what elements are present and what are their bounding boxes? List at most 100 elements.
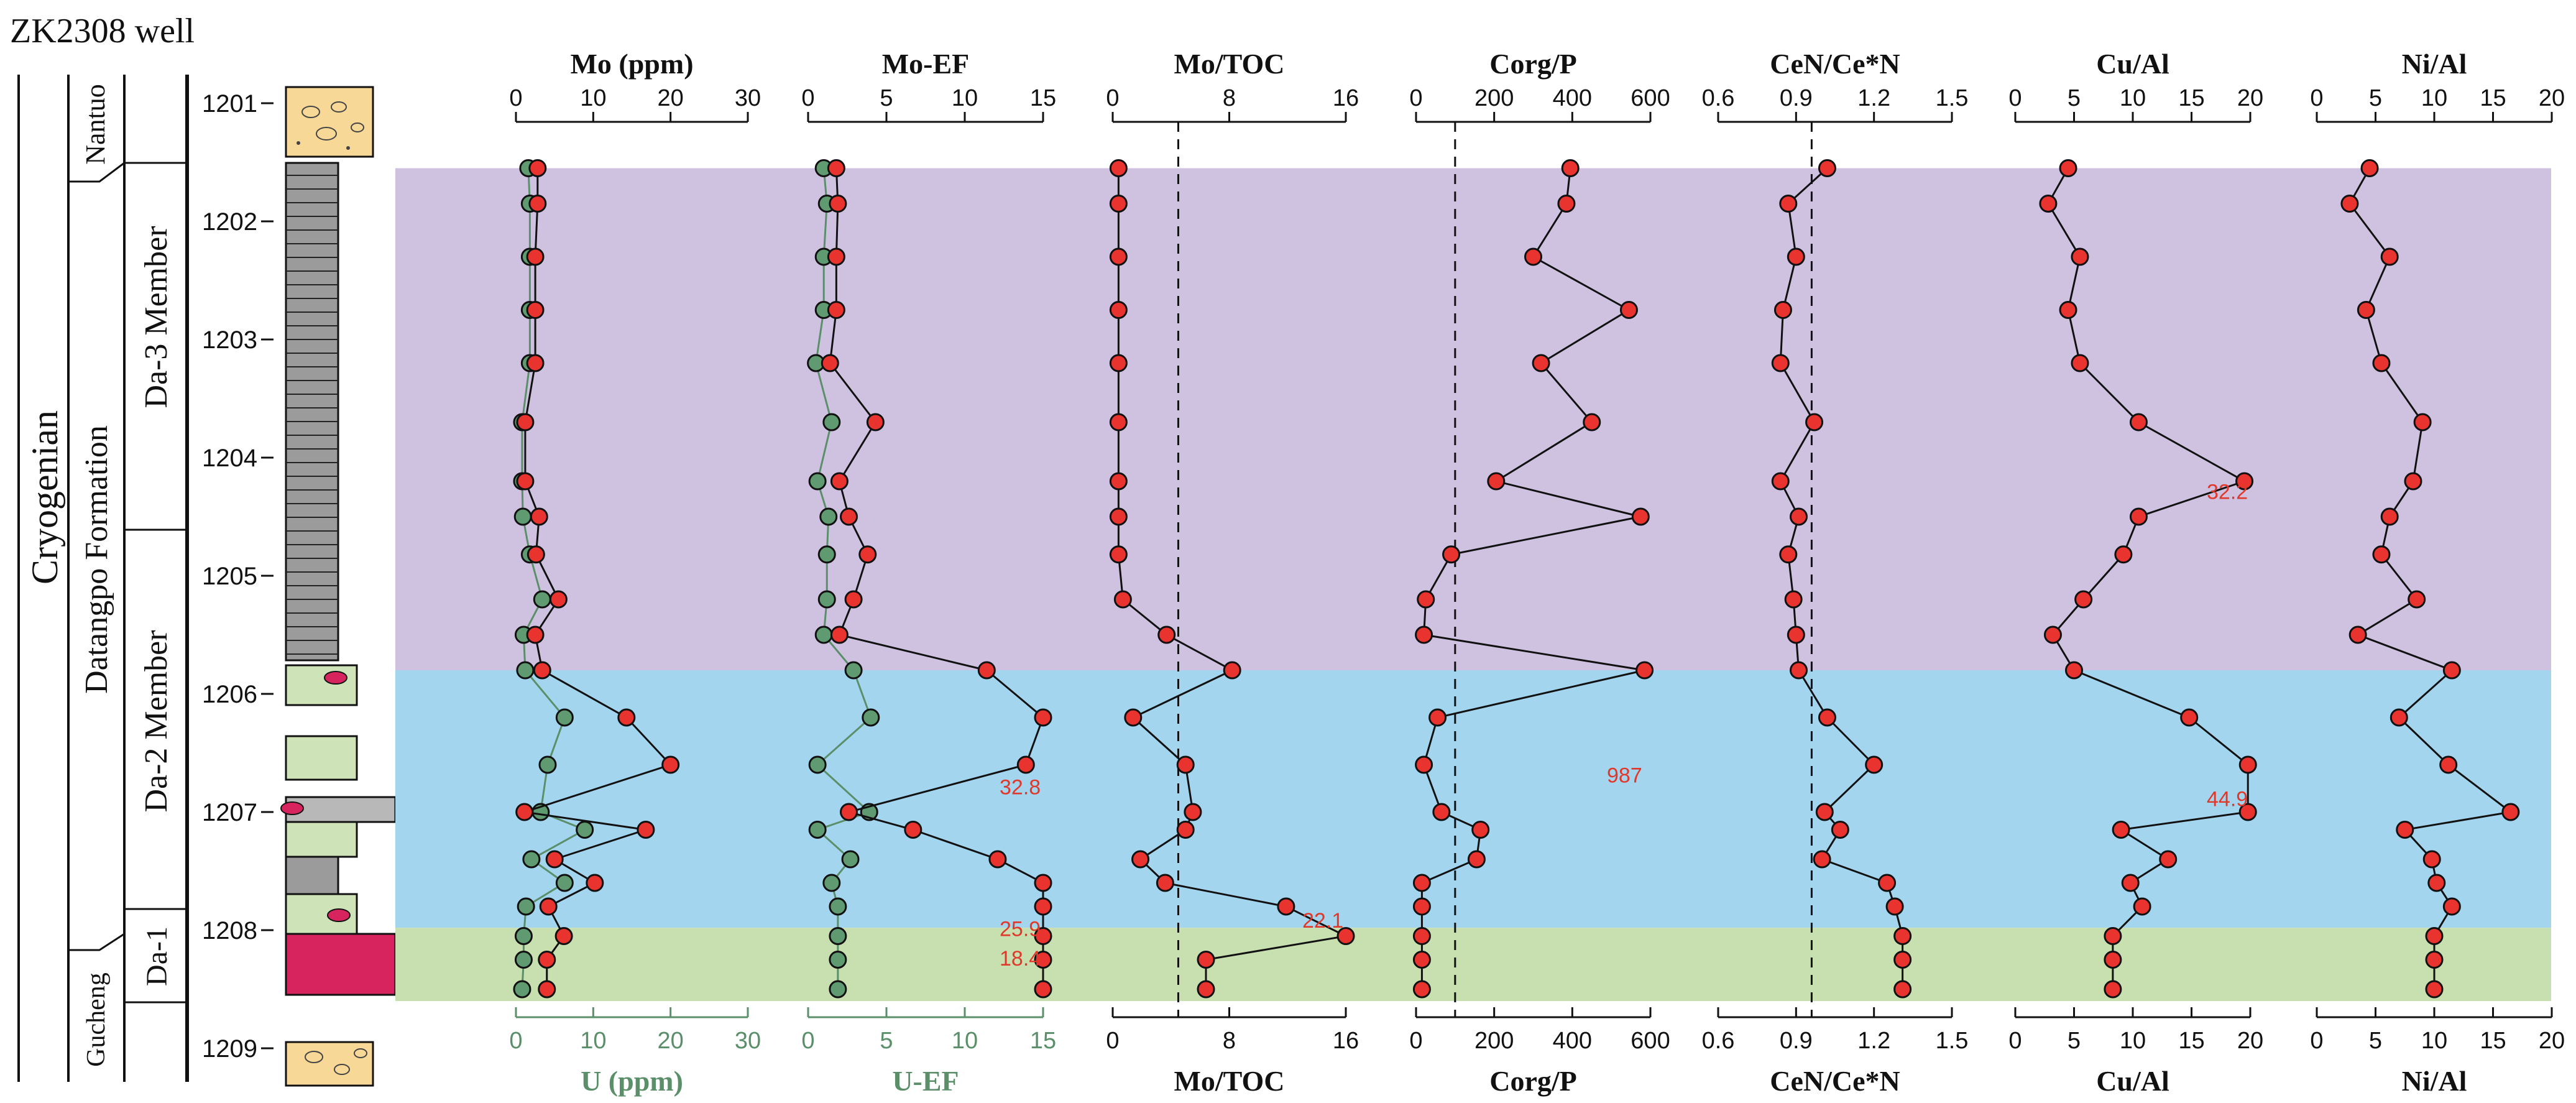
series-line	[829, 168, 1044, 989]
data-point	[808, 755, 827, 774]
lithology-dolomite-1	[285, 664, 358, 706]
data-point	[555, 708, 574, 727]
data-point	[830, 625, 849, 644]
depth-tick-label: 1203	[202, 326, 257, 354]
panel-2: Mo/TOC 0 0 8 8 16 16 Mo/TOC 22.1	[1106, 48, 1359, 1097]
panel-1: Mo-EF 0 0 5 5 10 10 15 15 U-EF 32.8 25.9 18.4	[801, 48, 1056, 1097]
bottom-tick-label: 20	[2539, 1028, 2565, 1054]
data-point	[821, 354, 839, 372]
bottom-tick-label: 15	[1030, 1028, 1056, 1054]
data-point	[1197, 951, 1215, 969]
data-point	[1277, 897, 1295, 916]
data-point	[2059, 159, 2077, 177]
bottom-tick-label: 10	[2421, 1028, 2447, 1054]
bottom-tick-label: 0	[509, 1028, 522, 1054]
panel-title: Mo (ppm)	[570, 48, 693, 80]
data-point	[1034, 951, 1052, 969]
panel-title: Mo/TOC	[1174, 48, 1284, 80]
data-point	[1790, 661, 1808, 680]
data-point	[586, 874, 604, 892]
data-point	[526, 625, 545, 644]
data-point	[514, 951, 533, 969]
top-tick-label: 1.2	[1857, 85, 1890, 111]
bottom-tick-label: 5	[2068, 1028, 2081, 1054]
data-point	[977, 661, 996, 680]
data-point	[539, 897, 558, 916]
data-point	[2442, 897, 2461, 916]
data-point	[1412, 980, 1431, 999]
panel-0: Mo (ppm) 0 0 10 10 20 20 30 30 U (ppm)	[509, 48, 761, 1097]
data-point	[814, 625, 833, 644]
bottom-tick-label: 20	[658, 1028, 684, 1054]
data-point	[1412, 951, 1431, 969]
bottom-tick-label: 0	[1409, 1028, 1422, 1054]
data-point	[829, 897, 847, 916]
data-point	[2439, 755, 2458, 774]
panel-title: Ni/Al	[2402, 48, 2467, 80]
bottom-tick-label: 400	[1553, 1028, 1592, 1054]
data-point	[1561, 159, 1580, 177]
bottom-tick-label: 1.5	[1936, 1028, 1969, 1054]
data-point	[1635, 661, 1654, 680]
panel-bottom-label: Ni/Al	[2402, 1065, 2467, 1097]
data-point	[2425, 980, 2444, 999]
bottom-tick-label: 0	[2008, 1028, 2022, 1054]
depth-tick-label: 1201	[202, 90, 257, 118]
data-point	[555, 874, 574, 892]
data-point	[1417, 590, 1435, 609]
bottom-tick-label: 15	[2480, 1028, 2506, 1054]
bottom-tick-label: 20	[2237, 1028, 2263, 1054]
top-tick-label: 0.9	[1780, 85, 1813, 111]
data-point	[1412, 927, 1431, 945]
data-point	[637, 821, 655, 839]
lithology-mn-carbonate	[285, 933, 397, 996]
data-point	[1034, 927, 1052, 945]
data-point	[1805, 413, 1824, 432]
data-point	[1124, 708, 1143, 727]
data-point	[1831, 821, 1849, 839]
data-point	[545, 850, 564, 869]
data-point	[1109, 354, 1128, 372]
depth-axis: 1201 1202 1203 1204 1205 1206 1207 1208 1209	[186, 75, 274, 1082]
top-tick-label: 0	[509, 85, 522, 111]
data-point	[829, 195, 847, 213]
data-point	[1771, 472, 1790, 491]
pebble-pattern	[297, 101, 364, 150]
data-point	[1109, 472, 1128, 491]
data-point	[1878, 874, 1897, 892]
data-point	[841, 850, 860, 869]
data-point	[1779, 195, 1798, 213]
value-annotation: 987	[1607, 764, 1642, 788]
data-point	[1583, 413, 1601, 432]
bottom-tick-label: 0	[801, 1028, 814, 1054]
data-point	[1784, 590, 1803, 609]
series-line	[1420, 168, 1645, 989]
series-line	[815, 168, 872, 989]
data-point	[1412, 874, 1431, 892]
data-point	[1885, 897, 1904, 916]
top-tick-label: 16	[1333, 85, 1359, 111]
data-point	[1109, 247, 1128, 266]
series-line	[2047, 167, 2249, 989]
data-point	[1109, 507, 1128, 526]
bottom-tick-label: 30	[735, 1028, 761, 1054]
data-point	[866, 413, 885, 432]
data-point	[1109, 159, 1128, 177]
panel-bottom-label: U-EF	[892, 1065, 959, 1097]
data-point	[517, 897, 535, 916]
data-point	[2039, 195, 2058, 213]
data-point	[1557, 195, 1576, 213]
data-point	[549, 590, 568, 609]
data-point	[2380, 507, 2399, 526]
data-point	[904, 821, 922, 839]
depth-tick-label: 1207	[202, 799, 257, 826]
data-point	[2348, 625, 2367, 644]
data-point	[1893, 951, 1912, 969]
data-point	[2357, 301, 2375, 319]
member-label-da2: Da-2 Member	[139, 630, 174, 812]
data-point	[1412, 897, 1431, 916]
bottom-tick-label: 200	[1474, 1028, 1514, 1054]
data-point	[1176, 821, 1195, 839]
data-point	[2133, 897, 2151, 916]
series-line	[524, 168, 673, 989]
